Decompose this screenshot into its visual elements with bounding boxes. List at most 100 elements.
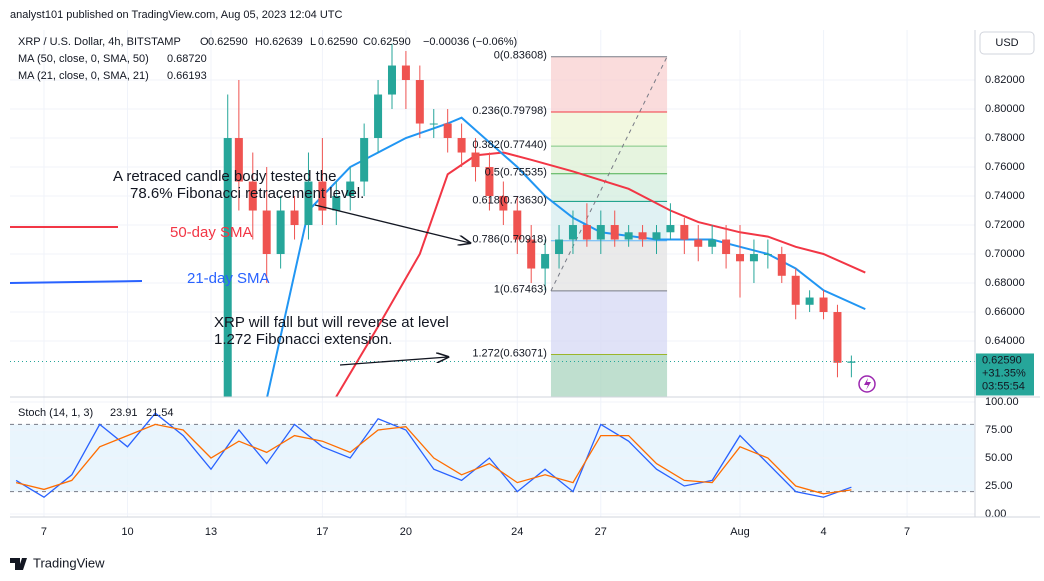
y-tick-label: 0.82000 [985, 74, 1025, 86]
candle-body [763, 254, 772, 256]
candle-body [513, 210, 522, 240]
stoch-pane [10, 397, 975, 517]
y-tick-label: 0.68000 [985, 277, 1025, 289]
annotation: 21-day SMA [187, 270, 270, 287]
x-tick-label: 27 [595, 526, 607, 538]
ma-last: 0.66193 [167, 70, 207, 82]
candle-body [276, 210, 285, 255]
y-tick-label: 0.00 [985, 508, 1006, 520]
candle-body [777, 254, 786, 276]
candle-body [304, 181, 313, 226]
candle-body [596, 225, 605, 240]
fib-trend [550, 56, 668, 292]
bar-countdown: 03:55:54 [982, 380, 1025, 392]
candle-body [736, 254, 745, 262]
candle-body [638, 232, 647, 240]
stoch-value: 23.91 [110, 407, 138, 419]
fib-band [550, 354, 668, 397]
candle-body [499, 196, 508, 211]
fib-band [550, 240, 668, 291]
x-tick-label: 4 [820, 526, 826, 538]
last-price: 0.62590 [982, 354, 1022, 366]
candle-body [582, 225, 591, 240]
fib-label: 0.786(0.70918) [472, 234, 547, 246]
candle-body [847, 361, 856, 363]
y-tick-label: 0.80000 [985, 103, 1025, 115]
y-tick-label: 50.00 [985, 452, 1013, 464]
fib-band [550, 173, 668, 202]
fib-label: 0.382(0.77440) [472, 139, 547, 151]
candle-body [652, 232, 661, 240]
fib-label: 1(0.67463) [494, 284, 547, 296]
candle-body [527, 239, 536, 269]
fib-label: 1.272(0.63071) [472, 347, 547, 359]
ohlc-change: −0.00036 (−0.06%) [423, 36, 517, 48]
x-tick-label: 7 [904, 526, 910, 538]
candle-body [248, 181, 257, 211]
x-tick-label: 10 [121, 526, 133, 538]
annotation: 1.272 Fibonacci extension. [214, 331, 392, 348]
y-tick-label: 75.00 [985, 424, 1013, 436]
fib-label: 0.5(0.75535) [485, 167, 547, 179]
currency-label[interactable]: USD [995, 37, 1018, 49]
candle-body [791, 275, 800, 305]
candle-body [471, 152, 480, 168]
ohlc-label: H [255, 36, 263, 48]
ohlc-value: 0.62590 [208, 36, 248, 48]
x-tick-label: 24 [511, 526, 523, 538]
candle-body [360, 138, 369, 182]
last-price-change: +31.35% [982, 367, 1026, 379]
symbol-title: XRP / U.S. Dollar, 4h, BITSTAMP [18, 36, 181, 48]
annotation: A retraced candle body tested the [113, 168, 336, 185]
arrow [339, 357, 448, 366]
y-tick-label: 100.00 [985, 396, 1019, 408]
candle-body [680, 225, 689, 240]
ohlc-label: C [363, 36, 371, 48]
publisher-line: analyst101 published on TradingView.com,… [10, 9, 343, 21]
ohlc-value: 0.62590 [371, 36, 411, 48]
fib-label: 0.618(0.73630) [472, 194, 547, 206]
candle-body [415, 80, 424, 124]
candle-body [722, 239, 731, 255]
stoch-value: 21.54 [146, 407, 174, 419]
y-tick-label: 25.00 [985, 480, 1013, 492]
sma21-marker [9, 280, 143, 284]
arrow [314, 204, 470, 243]
x-tick-label: 20 [400, 526, 412, 538]
candle-body [223, 138, 232, 397]
overlay-layer: 7 10 13 17 20 24 27 Aug 4 7 0.64000 0.66000 0.68000 0… [18, 36, 1034, 538]
candle-body [290, 210, 299, 226]
footer-brand: TradingView [33, 555, 105, 570]
last-price-badge [976, 353, 1034, 396]
candle-body [819, 297, 828, 313]
currency-button[interactable] [979, 31, 1035, 55]
stoch-line [15, 423, 852, 495]
y-tick-label: 0.64000 [985, 335, 1025, 347]
y-tick-label: 0.66000 [985, 306, 1025, 318]
ohlc-value: 0.62590 [318, 36, 358, 48]
candle-body [318, 181, 327, 211]
x-tick-label: 13 [205, 526, 217, 538]
candle-body [805, 297, 814, 305]
candle-body [262, 210, 271, 255]
annotation: XRP will fall but will reverse at level [214, 314, 449, 331]
candle-body [708, 239, 717, 247]
ma-name: MA (21, close, 0, SMA, 21) [18, 70, 149, 82]
y-tick-label: 0.70000 [985, 248, 1025, 260]
candle-body [749, 254, 758, 262]
candle-body [666, 225, 675, 233]
candle-body [541, 254, 550, 269]
fib-label: 0.236(0.79798) [472, 105, 547, 117]
candle-body [401, 65, 410, 81]
y-tick-label: 0.74000 [985, 190, 1025, 202]
candle-body [624, 232, 633, 240]
price-pane [10, 30, 975, 397]
candle-body [346, 181, 355, 197]
ohlc-label: O [200, 36, 209, 48]
annotation: 50-day SMA [170, 224, 253, 241]
candle-body [443, 123, 452, 139]
x-tick-label: Aug [730, 526, 750, 538]
alert-icon[interactable] [858, 375, 876, 393]
y-tick-label: 0.78000 [985, 132, 1025, 144]
logo-mark [10, 558, 27, 570]
